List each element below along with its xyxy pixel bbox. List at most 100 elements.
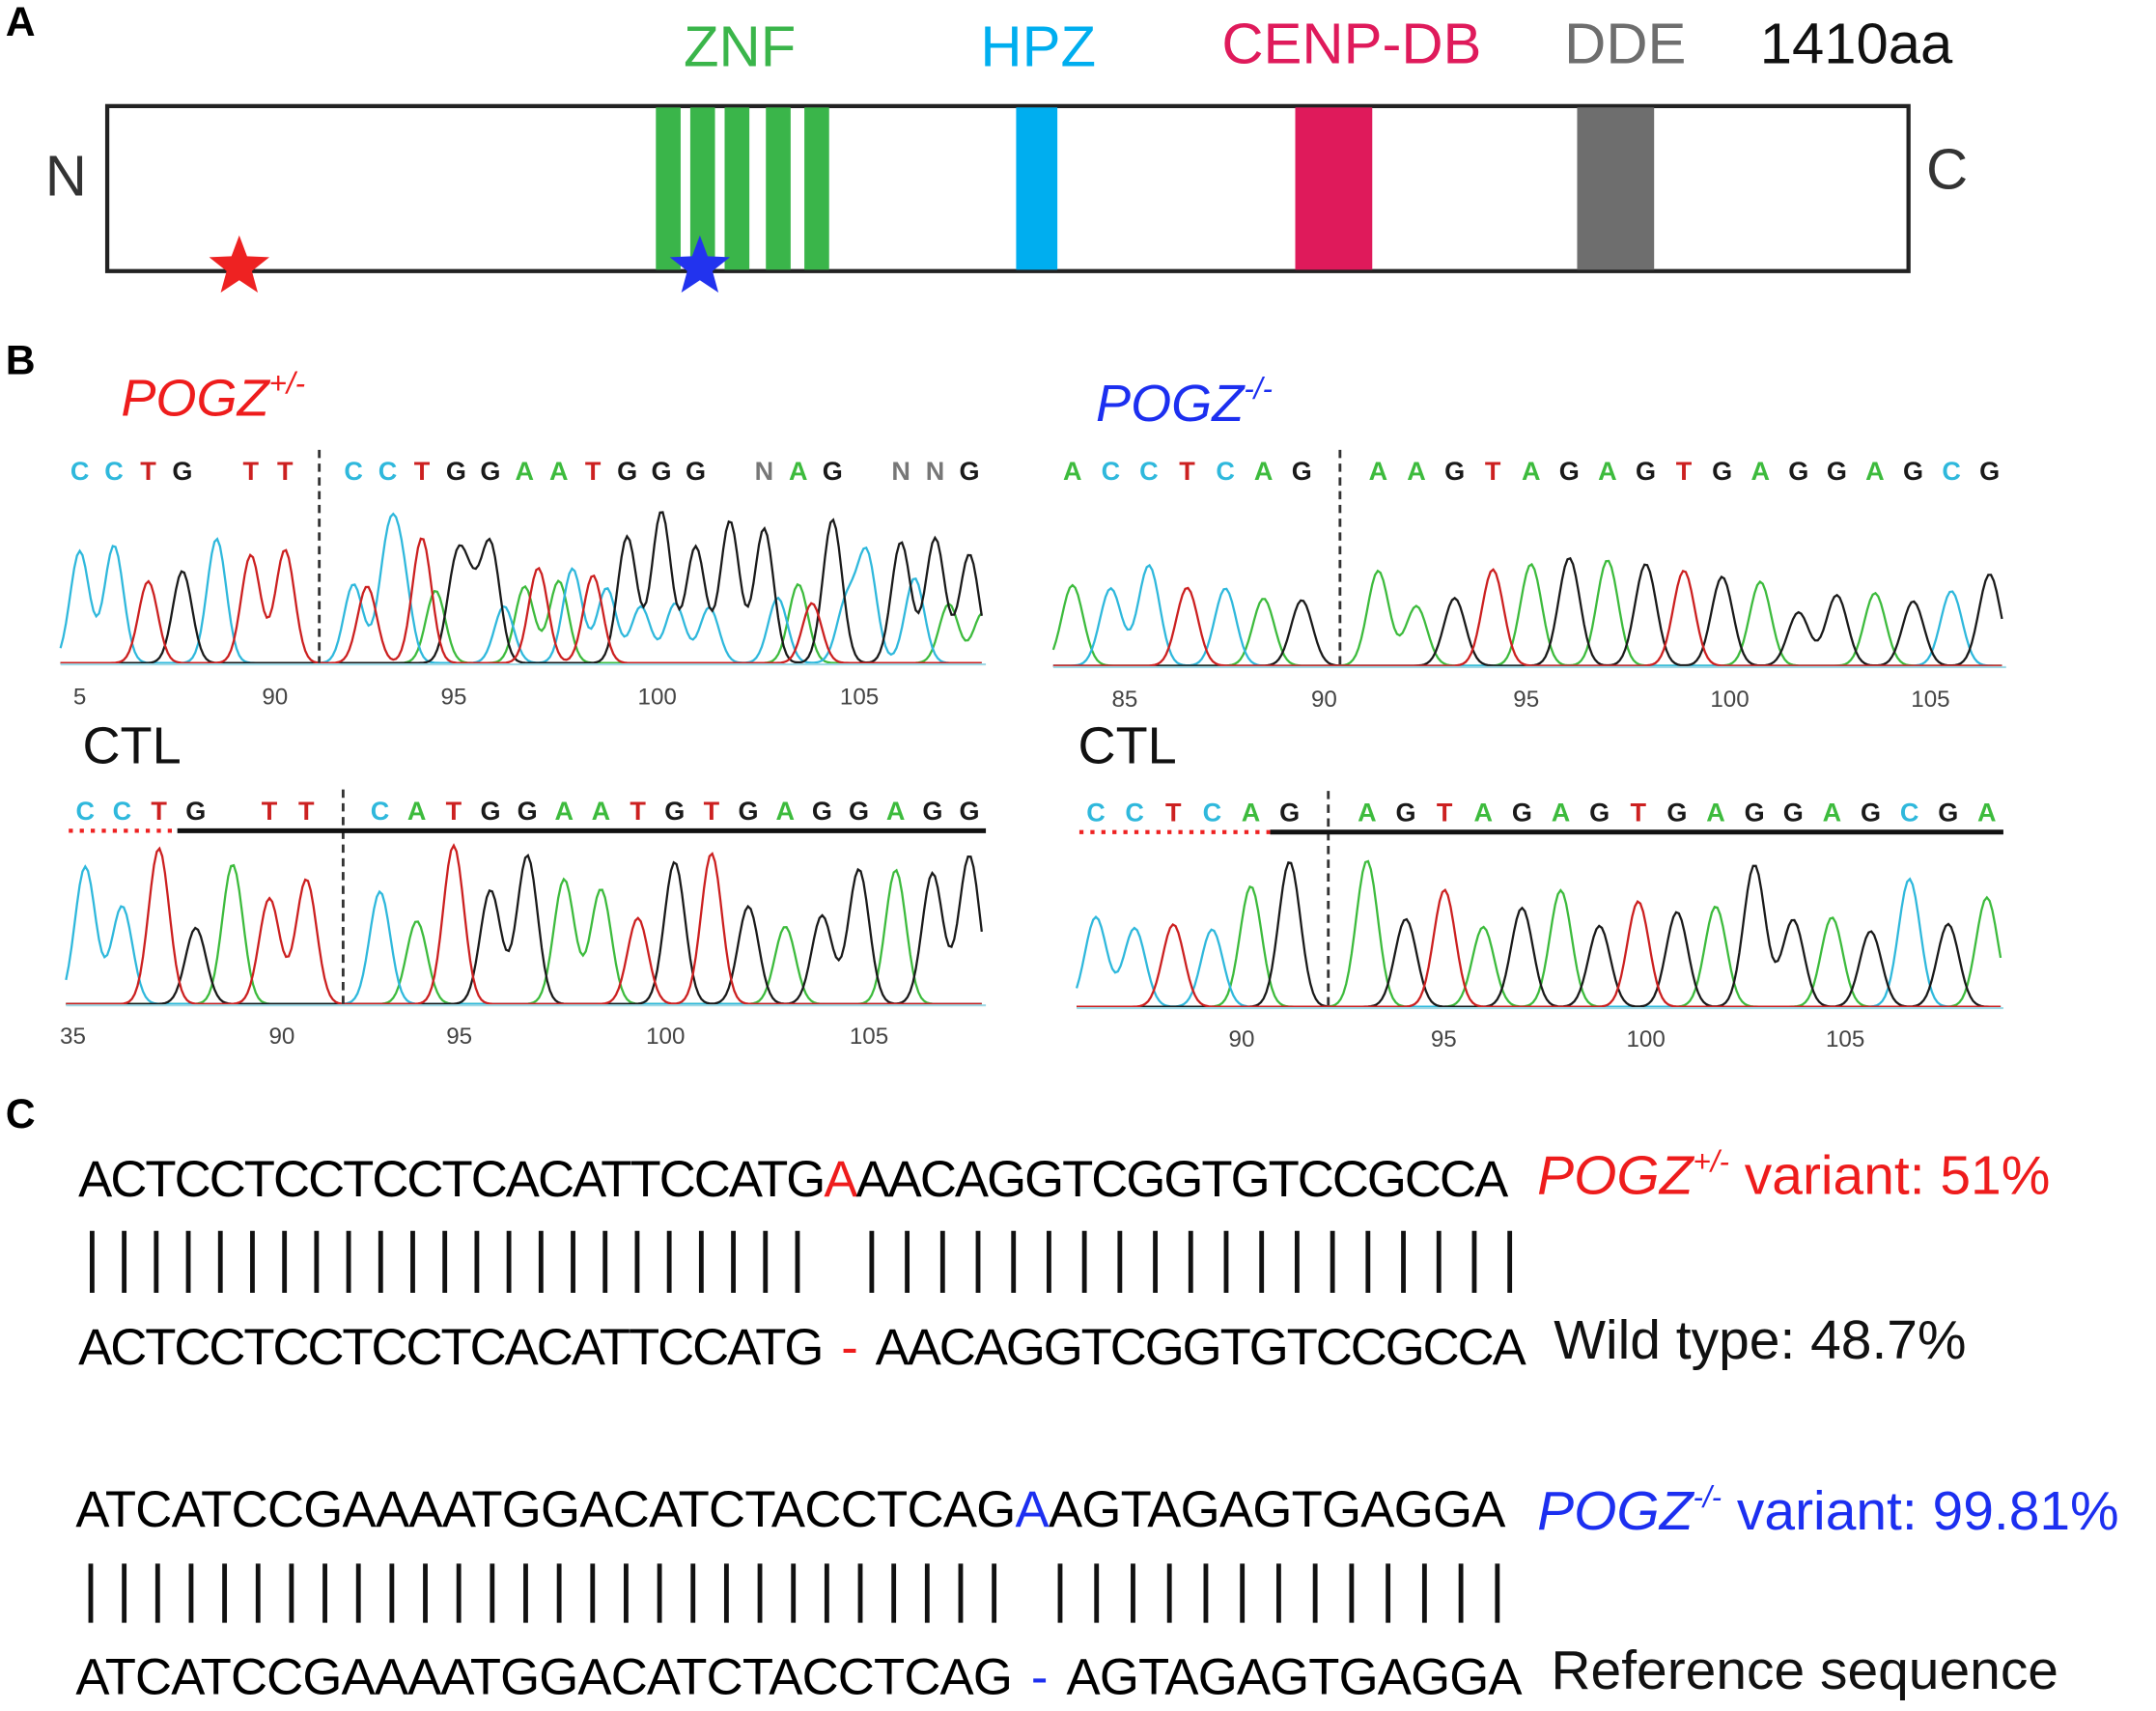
het-title: POGZ+/- — [121, 367, 305, 428]
domain-label-dde: DDE — [1564, 12, 1686, 76]
tick-label: 105 — [1911, 687, 1949, 713]
tick-label: 100 — [646, 1024, 685, 1050]
base-call: A — [1706, 798, 1725, 827]
base-call: G — [1279, 798, 1300, 827]
base-call: N — [891, 457, 910, 486]
base-call: T — [262, 797, 278, 826]
base-call: C — [1900, 798, 1919, 827]
znf-domain — [656, 107, 829, 270]
base-call: C — [113, 797, 132, 826]
tick-label: 95 — [1513, 687, 1539, 713]
base-call: G — [1395, 798, 1415, 827]
base-call: G — [1292, 457, 1312, 486]
base-call: A — [407, 797, 427, 826]
trace-C — [59, 512, 982, 664]
base-call: A — [1473, 798, 1493, 827]
base-call: G — [1745, 798, 1765, 827]
base-call: C — [76, 797, 96, 826]
base-call: C — [344, 457, 363, 486]
base-call: G — [172, 457, 192, 486]
wild-type-label: Wild type: 48.7% — [1554, 1309, 1966, 1371]
domain-label-cenp-db: CENP-DB — [1221, 12, 1481, 76]
trace-C — [1075, 877, 2002, 1008]
ctl-label-left: CTL — [82, 717, 181, 775]
base-call: A — [886, 797, 906, 826]
base-call: G — [617, 457, 637, 486]
base-call: T — [704, 797, 720, 826]
base-call: T — [243, 457, 260, 486]
base-call: G — [1938, 798, 1958, 827]
base-call: G — [1712, 457, 1732, 486]
base-call: T — [151, 797, 167, 826]
het-reference-sequence: ACTCCTCCTCCTCACATTCCATG - AACAGGTCGGTGTCCG… — [78, 1319, 1526, 1376]
base-call: A — [789, 457, 808, 486]
base-call: G — [823, 457, 843, 486]
hom-variant-sequence: ATCATCCGAAAATGGACATCTACCTCAGAAGTAGAGTGAG… — [75, 1481, 1506, 1538]
tick-label: 100 — [1710, 687, 1749, 713]
base-call: T — [446, 797, 462, 826]
chromatogram-2: A C C T C A G A A G T A G A G T G A G G A G C G85 90 95 100 105 — [1051, 449, 2006, 713]
tick-label: 105 — [840, 684, 879, 710]
tick-label: 90 — [1229, 1026, 1255, 1052]
panel-label-c: C — [6, 1091, 36, 1137]
base-call: T — [1437, 798, 1453, 827]
dde-domain — [1577, 107, 1655, 270]
domain-label-znf: ZNF — [684, 14, 796, 79]
n-terminus-label: N — [45, 143, 87, 208]
base-call: G — [1666, 798, 1687, 827]
base-call: G — [518, 797, 538, 826]
base-call: G — [959, 457, 979, 486]
base-call: A — [1750, 457, 1770, 486]
chromatogram-1: C C T G T T C C T G G A A T G G G N A G N N G5 90 95 100 105 — [59, 449, 987, 710]
cenp-db-domain — [1295, 107, 1373, 270]
trace-T — [1077, 888, 2002, 1008]
trace-C — [1052, 563, 2002, 667]
base-call: A — [592, 797, 611, 826]
base-call: A — [1063, 457, 1082, 486]
panel-label-a: A — [6, 0, 36, 45]
hom-reference-sequence: ATCATCCGAAAATGGACATCTACCTCAG - AGTAGAGTGAG… — [75, 1649, 1523, 1706]
alignment-bars-hom — [88, 1563, 1500, 1623]
base-call: A — [1823, 798, 1842, 827]
base-call: G — [1903, 457, 1923, 486]
base-call: C — [1086, 798, 1106, 827]
tick-label: 105 — [850, 1024, 888, 1050]
protein-length: 1410aa — [1760, 12, 1953, 76]
base-call: A — [1242, 798, 1261, 827]
trace-G — [66, 854, 983, 1005]
base-call: T — [1676, 457, 1693, 486]
tick-label: 85 — [1111, 687, 1137, 713]
base-call: N — [755, 457, 774, 486]
base-call: G — [1589, 798, 1610, 827]
base-call: T — [1630, 798, 1646, 827]
base-call: N — [926, 457, 945, 486]
base-call: T — [414, 457, 431, 486]
base-call: C — [70, 457, 90, 486]
base-call: A — [1552, 798, 1571, 827]
tick-label: 90 — [268, 1024, 294, 1050]
panel-label-b: B — [6, 338, 36, 384]
c-terminus-label: C — [1926, 136, 1968, 201]
trace-T — [66, 843, 982, 1005]
base-call: A — [775, 797, 795, 826]
tick-label: 100 — [638, 684, 677, 710]
base-call: C — [378, 457, 398, 486]
trace-A — [66, 863, 982, 1005]
base-call: G — [652, 457, 672, 486]
base-call: T — [1165, 798, 1182, 827]
hom-variant-label: POGZ-/- variant: 99.81% — [1537, 1480, 2119, 1542]
reference-sequence-label: Reference sequence — [1551, 1640, 2058, 1701]
het-variant-sequence: ACTCCTCCTCCTCACATTCCATGAAACAGGTCGGTGTCCG… — [78, 1151, 1509, 1208]
base-call: A — [1522, 457, 1541, 486]
base-call: C — [1942, 457, 1961, 486]
base-call: G — [1444, 457, 1465, 486]
base-call: A — [1254, 457, 1274, 486]
base-call: G — [1861, 798, 1881, 827]
tick-label: 95 — [446, 1024, 472, 1050]
base-call: G — [739, 797, 759, 826]
tick-label: 5 — [73, 684, 86, 710]
base-call: G — [849, 797, 869, 826]
